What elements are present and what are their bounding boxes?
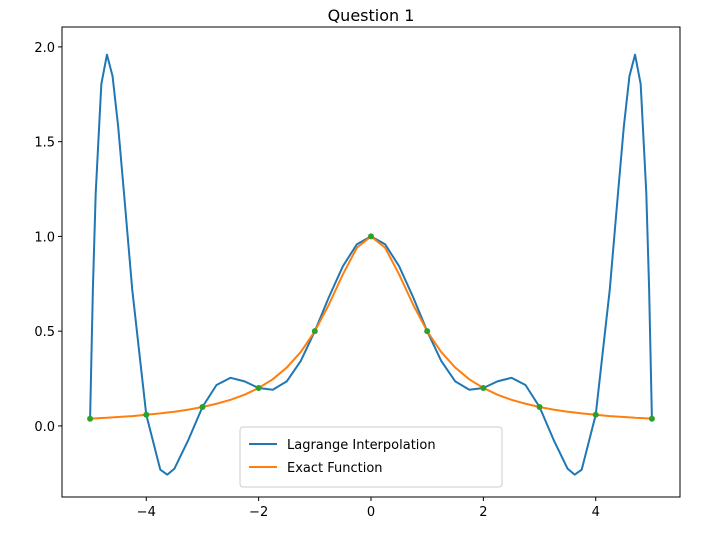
- data-point: [87, 415, 94, 422]
- data-point: [480, 385, 487, 392]
- data-point: [648, 415, 655, 422]
- data-point: [368, 233, 374, 240]
- x-tick-label: −4: [137, 505, 156, 520]
- series-line: [90, 235, 652, 420]
- data-point: [255, 385, 262, 392]
- legend-box: [239, 426, 503, 488]
- x-tick-label: −2: [249, 505, 268, 520]
- chart-title: Question 1: [328, 6, 415, 25]
- legend-label: Lagrange Interpolation: [287, 438, 436, 453]
- data-point: [199, 403, 206, 410]
- y-tick-label: 1.0: [34, 230, 55, 245]
- axes-frame: [61, 26, 681, 498]
- x-tick-label: 0: [367, 505, 375, 520]
- y-tick-label: 2.0: [34, 41, 55, 56]
- x-tick-label: 2: [479, 505, 487, 520]
- legend-label: Exact Function: [287, 461, 383, 476]
- y-tick-label: 0.5: [34, 325, 55, 340]
- y-tick-label: 1.5: [34, 136, 55, 151]
- data-point: [143, 411, 150, 418]
- data-point: [592, 411, 599, 418]
- data-point: [536, 403, 543, 410]
- x-tick-label: 4: [592, 505, 600, 520]
- y-tick-label: 0.0: [34, 420, 55, 435]
- data-point: [424, 328, 431, 335]
- data-point: [311, 328, 318, 335]
